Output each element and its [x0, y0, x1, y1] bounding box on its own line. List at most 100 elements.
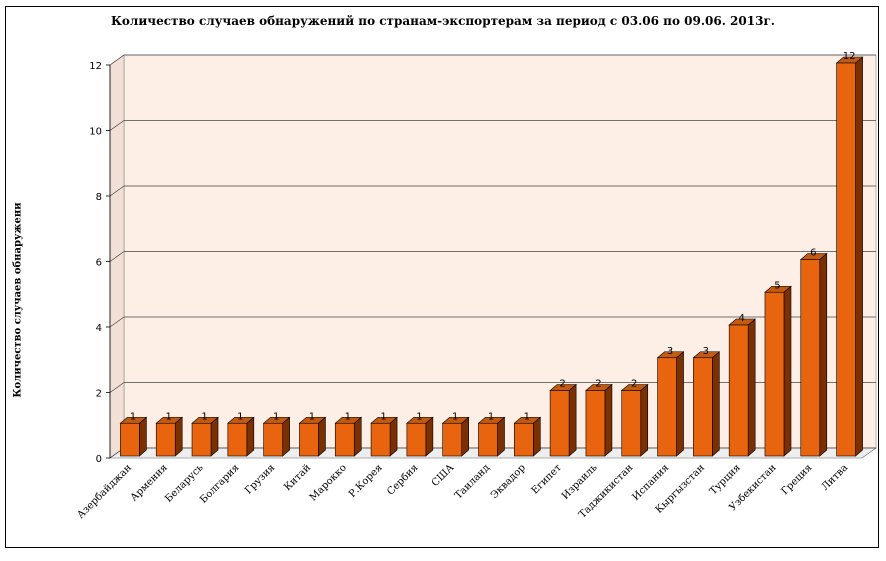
- grid-line-side: [109, 54, 125, 66]
- x-tick-label: Марокко: [308, 462, 349, 503]
- data-label: 5: [774, 280, 780, 291]
- bar: 3: [656, 346, 685, 457]
- x-tick-label: Азербайджан: [75, 462, 134, 521]
- bar: 1: [227, 411, 255, 457]
- bar-side: [783, 285, 792, 457]
- x-tick-label: Эквадор: [489, 462, 528, 501]
- x-tick-label: Греция: [780, 462, 815, 497]
- bar-front: [478, 422, 498, 457]
- y-tick-label: 4: [96, 323, 102, 334]
- bar-side: [855, 56, 863, 457]
- bar-side: [282, 416, 290, 457]
- bar: 1: [513, 411, 542, 457]
- x-tick-label: Литва: [820, 462, 851, 493]
- bar: 1: [334, 411, 363, 457]
- bar-side: [353, 416, 362, 457]
- data-label: 1: [345, 411, 351, 422]
- bar: 1: [370, 411, 398, 457]
- x-tick-label: Р.Корея: [347, 462, 385, 500]
- data-label: 1: [452, 411, 458, 422]
- x-tick-label: США: [430, 462, 457, 489]
- bar: 1: [406, 411, 434, 457]
- bar: 1: [441, 411, 470, 457]
- bar-side: [604, 383, 613, 457]
- bar-front: [191, 422, 212, 457]
- data-label: 2: [595, 379, 601, 390]
- bar-front: [299, 422, 319, 457]
- data-label: 1: [524, 411, 530, 422]
- bar-front: [657, 357, 677, 457]
- bar: 1: [155, 411, 184, 457]
- x-tick-label: Египет: [530, 462, 564, 496]
- data-label: 1: [416, 411, 422, 422]
- y-tick-label: 12: [89, 61, 102, 72]
- grid-line-side: [109, 251, 125, 262]
- data-label: 6: [810, 248, 816, 259]
- x-tick-label: Болгария: [198, 462, 241, 505]
- bar-front: [442, 422, 462, 457]
- bar-front: [549, 390, 570, 457]
- bar: 3: [692, 346, 721, 457]
- bar-side: [318, 416, 326, 457]
- bar-front: [585, 390, 606, 457]
- chart-walls: [109, 54, 877, 459]
- grid-line-side: [109, 120, 125, 131]
- bar: 1: [119, 411, 148, 457]
- x-tick-label: Сербия: [385, 462, 420, 497]
- bar: 2: [620, 379, 649, 457]
- bar-front: [370, 422, 391, 457]
- bar-side: [712, 351, 720, 457]
- bar: 12: [835, 51, 864, 457]
- bar-front: [334, 422, 355, 457]
- bar: 2: [585, 379, 613, 457]
- bar-front: [728, 324, 749, 457]
- bar-side: [568, 383, 577, 457]
- bar: 1: [262, 411, 291, 457]
- bar-side: [747, 318, 756, 457]
- bar-side: [139, 416, 147, 457]
- bar: 2: [549, 379, 577, 457]
- bar-front: [836, 62, 856, 457]
- data-label: 1: [380, 411, 386, 422]
- bar-side: [819, 252, 828, 457]
- y-tick-label: 10: [89, 127, 102, 138]
- bar-front: [263, 422, 283, 457]
- bar-front: [621, 390, 642, 457]
- bar-side: [425, 416, 434, 457]
- data-label: 1: [273, 411, 279, 422]
- y-axis-ticks: 0 2 4 6 8 10 12: [89, 61, 111, 465]
- data-label: 1: [130, 411, 136, 422]
- bar-side: [174, 416, 183, 457]
- bar: 1: [298, 411, 327, 457]
- bar-side: [389, 416, 398, 457]
- bar-side: [676, 351, 684, 457]
- data-label: 1: [309, 411, 315, 422]
- bar-side: [533, 416, 541, 457]
- y-tick-label: 0: [96, 454, 102, 465]
- data-label: 1: [488, 411, 494, 422]
- bar-side: [461, 416, 469, 457]
- bar-front: [764, 291, 785, 457]
- bar-front: [693, 357, 713, 457]
- bar: 5: [764, 280, 792, 457]
- data-label: 12: [843, 51, 856, 62]
- grid-line-side: [109, 382, 125, 393]
- x-tick-label: Таиланд: [453, 462, 492, 501]
- bar-side: [246, 416, 255, 457]
- bar-front: [227, 422, 248, 457]
- x-tick-label: Грузия: [243, 462, 277, 496]
- bar-front: [120, 422, 140, 457]
- bar: 6: [799, 248, 828, 457]
- y-tick-label: 2: [96, 389, 102, 400]
- bar-front: [800, 259, 821, 457]
- grid-line-side: [109, 185, 125, 197]
- data-label: 3: [703, 346, 709, 357]
- bar: 1: [477, 411, 506, 457]
- chart-title: Количество случаев обнаружений по страна…: [111, 14, 775, 28]
- bar-side: [497, 416, 505, 457]
- data-label: 3: [667, 346, 673, 357]
- y-tick-label: 8: [96, 192, 102, 203]
